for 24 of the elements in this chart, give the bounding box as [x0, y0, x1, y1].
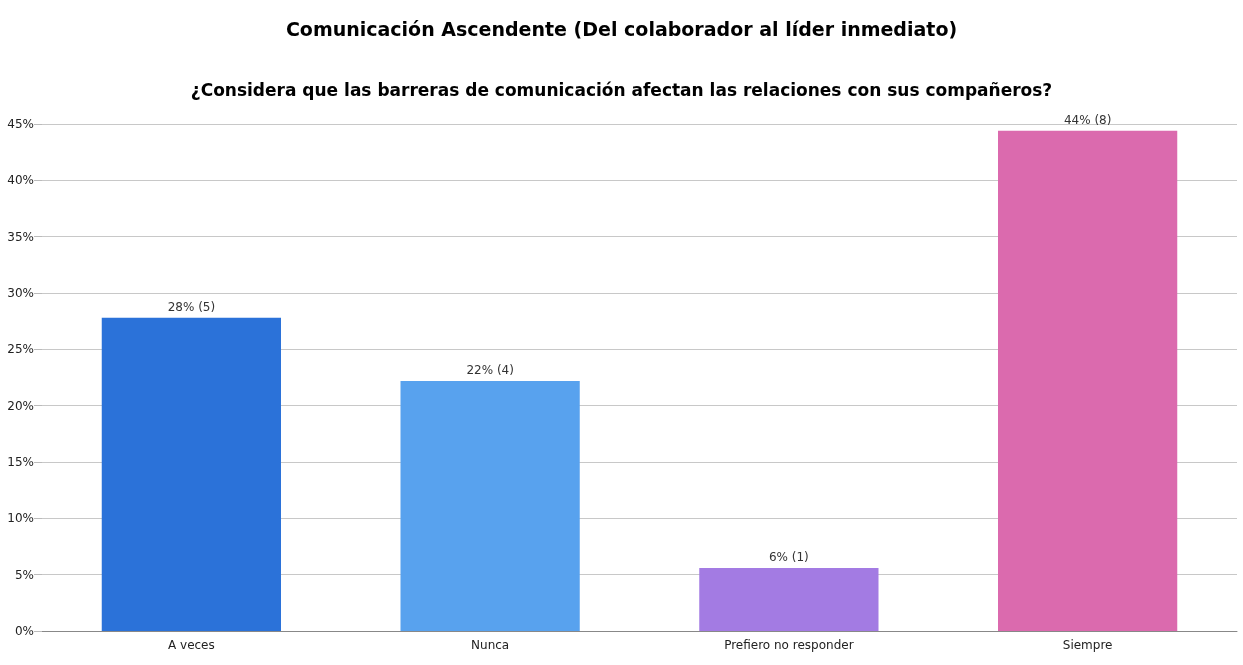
- y-tick-label: 45%: [7, 117, 34, 131]
- y-tick-label: 35%: [7, 229, 34, 244]
- y-tick-label: 15%: [7, 455, 34, 469]
- chart-title: Comunicación Ascendente (Del colaborador al líder inmediato): [285, 17, 958, 40]
- chart-subtitle: ¿Considera que las barreras de comunicación afectan las relaciones con sus compañeros?: [190, 79, 1053, 100]
- y-tick-label: 25%: [7, 342, 34, 357]
- y-tick-label: 5%: [14, 567, 34, 582]
- bar: [400, 380, 580, 631]
- data-label: 22% (4): [466, 362, 514, 377]
- bar: [998, 130, 1178, 631]
- x-tick-label: Siempre: [1062, 638, 1113, 652]
- bar: [699, 567, 879, 631]
- y-tick-label: 40%: [7, 173, 34, 188]
- x-tick-label: Prefiero no responder: [724, 638, 854, 652]
- data-label: 44% (8): [1063, 112, 1112, 127]
- bar: [101, 317, 281, 631]
- x-tick-label: A veces: [168, 638, 215, 652]
- data-label: 28% (5): [167, 299, 216, 314]
- y-tick-label: 10%: [7, 511, 34, 526]
- data-label: 6% (1): [768, 549, 809, 564]
- y-tick-label: 20%: [7, 398, 34, 413]
- y-tick-label: 30%: [7, 286, 34, 300]
- x-tick-label: Nunca: [471, 638, 510, 652]
- y-tick-label: 0%: [14, 624, 34, 638]
